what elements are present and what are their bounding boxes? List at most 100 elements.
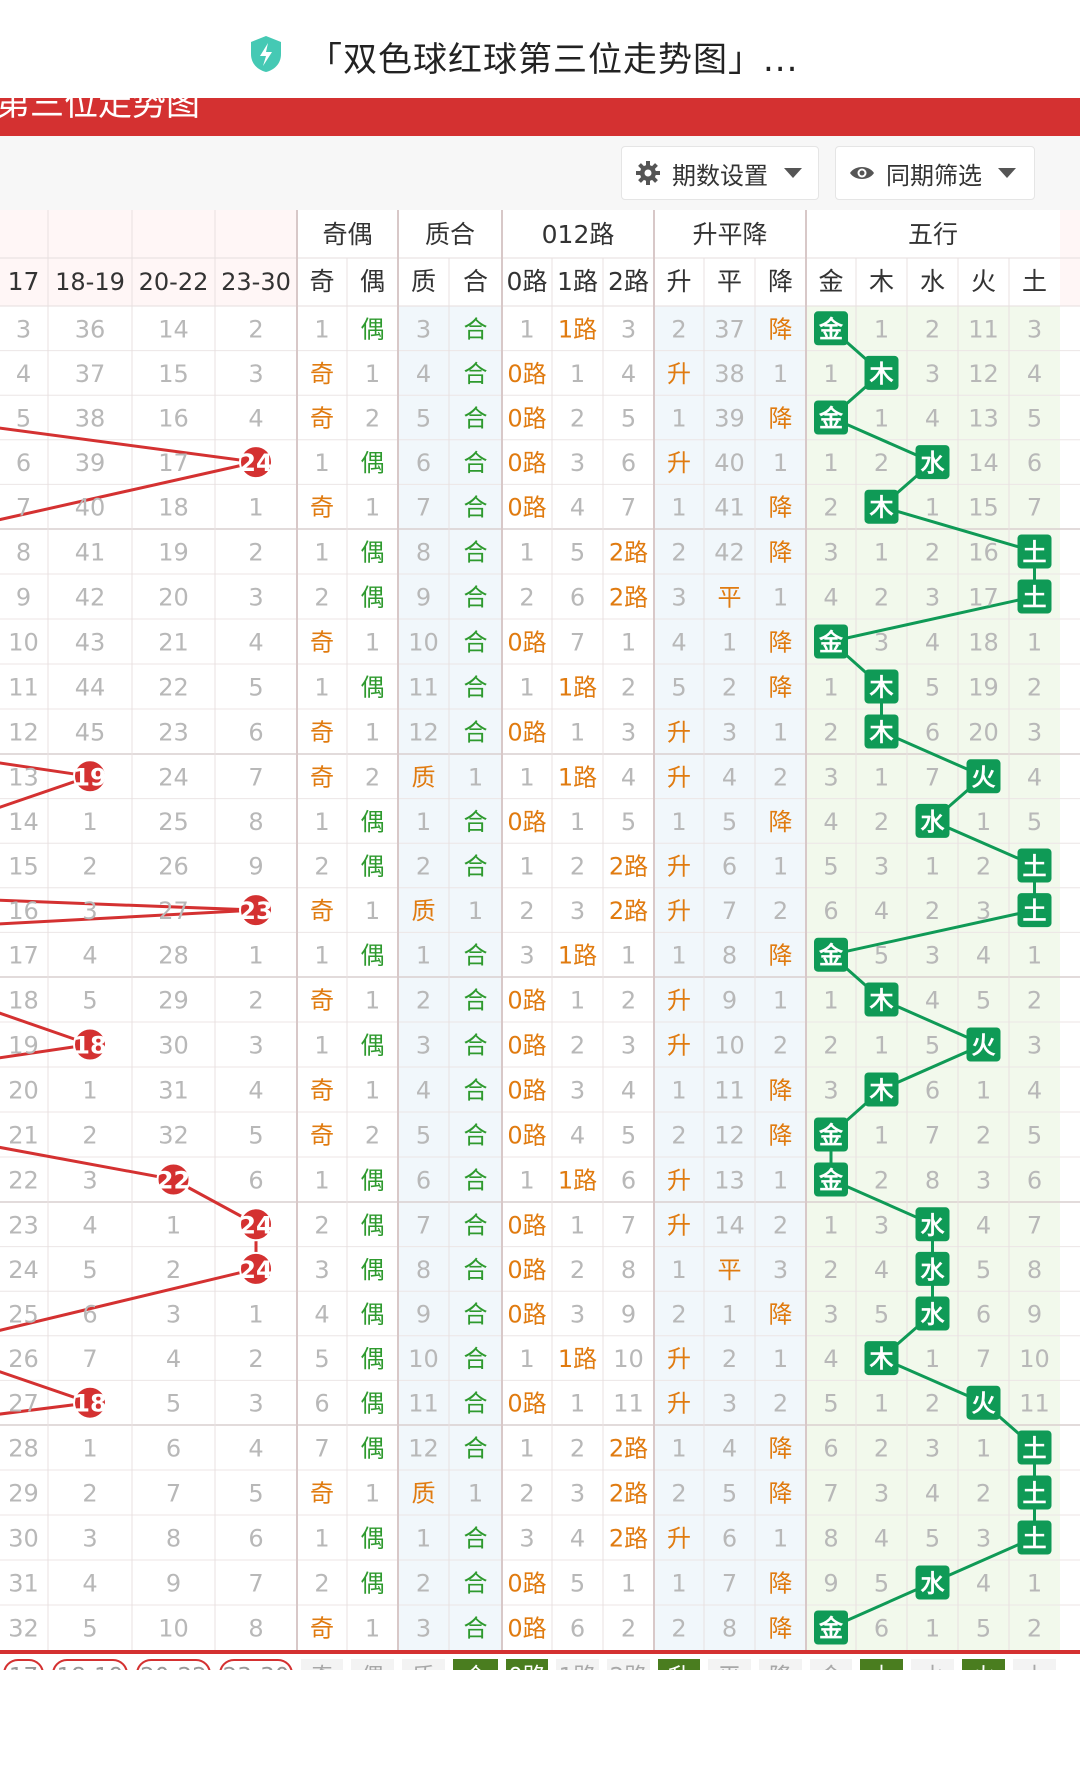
period-setting-button[interactable]: 期数设置 (621, 146, 819, 200)
page-title: 「双色球红球第三位走势图」... (308, 40, 799, 80)
table-cell: 1路 (558, 942, 597, 970)
column-header-3: 23-30 (221, 268, 291, 296)
table-cell: 0路 (507, 1032, 546, 1060)
table-cell: 11 (968, 315, 999, 343)
table-cell: 1 (468, 763, 483, 791)
table-cell: 2 (823, 1032, 838, 1060)
table-cell: 1 (82, 1077, 97, 1105)
table-cell: 1 (314, 1032, 329, 1060)
table-cell: 5 (621, 405, 636, 433)
table-cell: 升 (667, 1525, 691, 1553)
table-cell: 5 (874, 942, 889, 970)
table-cell: 7 (416, 494, 431, 522)
table-cell: 2 (166, 1256, 181, 1284)
table-cell: 7 (823, 1480, 838, 1508)
table-cell: 5 (248, 1122, 263, 1150)
table-cell: 2 (416, 1570, 431, 1598)
same-period-filter-button[interactable]: 同期筛选 (835, 146, 1035, 200)
selector-chip-16[interactable] (911, 1659, 954, 1670)
table-cell: 5 (925, 1525, 940, 1553)
table-cell: 1 (365, 897, 380, 925)
table-cell: 4 (976, 942, 991, 970)
element-badge-label: 金 (818, 942, 844, 970)
column-header-16: 水 (920, 267, 945, 296)
table-cell: 2 (570, 853, 585, 881)
table-cell: 合 (464, 719, 488, 747)
table-cell: 27 (8, 1390, 39, 1418)
selector-chip-label: 升 (668, 1664, 691, 1670)
gear-icon (636, 161, 660, 185)
table-cell: 27 (158, 897, 189, 925)
element-badge (1017, 579, 1052, 614)
element-badge (814, 1117, 848, 1152)
selector-chip-17[interactable] (962, 1659, 1005, 1670)
selector-chip-14[interactable] (810, 1659, 852, 1670)
table-cell: 合 (464, 360, 488, 388)
table-cell: 2 (570, 405, 585, 433)
table-cell: 3 (570, 1480, 585, 1508)
table-cell: 0路 (507, 1256, 546, 1284)
element-badge (1017, 534, 1052, 569)
table-cell: 偶 (361, 1032, 385, 1060)
selector-chip-3[interactable] (219, 1659, 293, 1670)
selector-chip-15[interactable] (860, 1659, 903, 1670)
selector-chip-11[interactable] (658, 1659, 700, 1670)
table-cell: 降 (769, 1077, 793, 1105)
table-cell: 降 (769, 1435, 793, 1463)
table-cell: 3 (416, 1615, 431, 1643)
table-cell: 降 (769, 1570, 793, 1598)
element-badge (814, 1162, 848, 1197)
table-cell: 4 (722, 1435, 737, 1463)
selector-chip-0[interactable] (3, 1659, 44, 1670)
table-cell: 4 (823, 1345, 838, 1373)
selector-chip-label: 偶 (361, 1664, 384, 1670)
selector-chip-4[interactable] (301, 1659, 343, 1670)
selector-chip-1[interactable] (52, 1659, 128, 1670)
table-cell: 1 (874, 1390, 889, 1418)
selector-chip-9[interactable] (556, 1659, 599, 1670)
table-cell: 21 (158, 629, 189, 657)
table-cell: 降 (769, 674, 793, 702)
column-header-11: 升 (666, 267, 691, 296)
selector-chip-7[interactable] (453, 1659, 498, 1670)
ball-trend-line (0, 1145, 174, 1181)
selector-chip-13[interactable] (759, 1659, 802, 1670)
table-cell: 42 (75, 584, 106, 612)
table-cell: 3 (976, 897, 991, 925)
table-cell: 2 (773, 1032, 788, 1060)
selector-chip-2[interactable] (136, 1659, 211, 1670)
table-cell: 3 (823, 539, 838, 567)
table-cell: 1 (976, 1435, 991, 1463)
ball-trend-line (0, 426, 257, 464)
table-row: 25 6 3 1 4 偶 9 合 0路 3 9 2 1 降 3 5 水 6 9 (8, 1296, 1042, 1331)
selector-chip-18[interactable] (1013, 1659, 1056, 1670)
red-ball-number: 22 (157, 1167, 190, 1195)
table-row: 18 5 29 2 奇 1 2 合 0路 1 2 升 9 1 1 木 4 5 2 (8, 982, 1042, 1017)
table-cell: 1 (823, 1211, 838, 1239)
selector-chip-12[interactable] (708, 1659, 751, 1670)
table-row: 19 18 30 3 1 偶 3 合 0路 2 3 升 10 2 2 1 5 火 3 (8, 1027, 1042, 1062)
column-header-5: 偶 (360, 267, 385, 296)
selector-chip-8[interactable] (506, 1659, 548, 1670)
table-cell: 5 (82, 1256, 97, 1284)
table-cell: 8 (166, 1525, 181, 1553)
table-cell: 1 (570, 808, 585, 836)
table-cell: 8 (248, 1615, 263, 1643)
table-cell: 4 (416, 1077, 431, 1105)
table-cell: 3 (314, 1256, 329, 1284)
table-cell: 0路 (507, 1077, 546, 1105)
table-cell: 质 (412, 897, 436, 925)
table-cell: 1 (925, 1345, 940, 1373)
table-cell: 偶 (361, 674, 385, 702)
table-cell: 6 (1027, 449, 1042, 477)
element-badge (915, 803, 950, 838)
selector-chip-10[interactable] (607, 1659, 650, 1670)
table-cell: 3 (82, 1167, 97, 1195)
table-cell: 1 (365, 987, 380, 1015)
selector-chip-label: 合 (464, 1664, 487, 1670)
table-cell: 奇 (310, 1077, 334, 1105)
selector-chip-6[interactable] (402, 1659, 445, 1670)
table-cell: 偶 (361, 449, 385, 477)
selector-chip-5[interactable] (351, 1659, 394, 1670)
table-cell: 4 (874, 1256, 889, 1284)
